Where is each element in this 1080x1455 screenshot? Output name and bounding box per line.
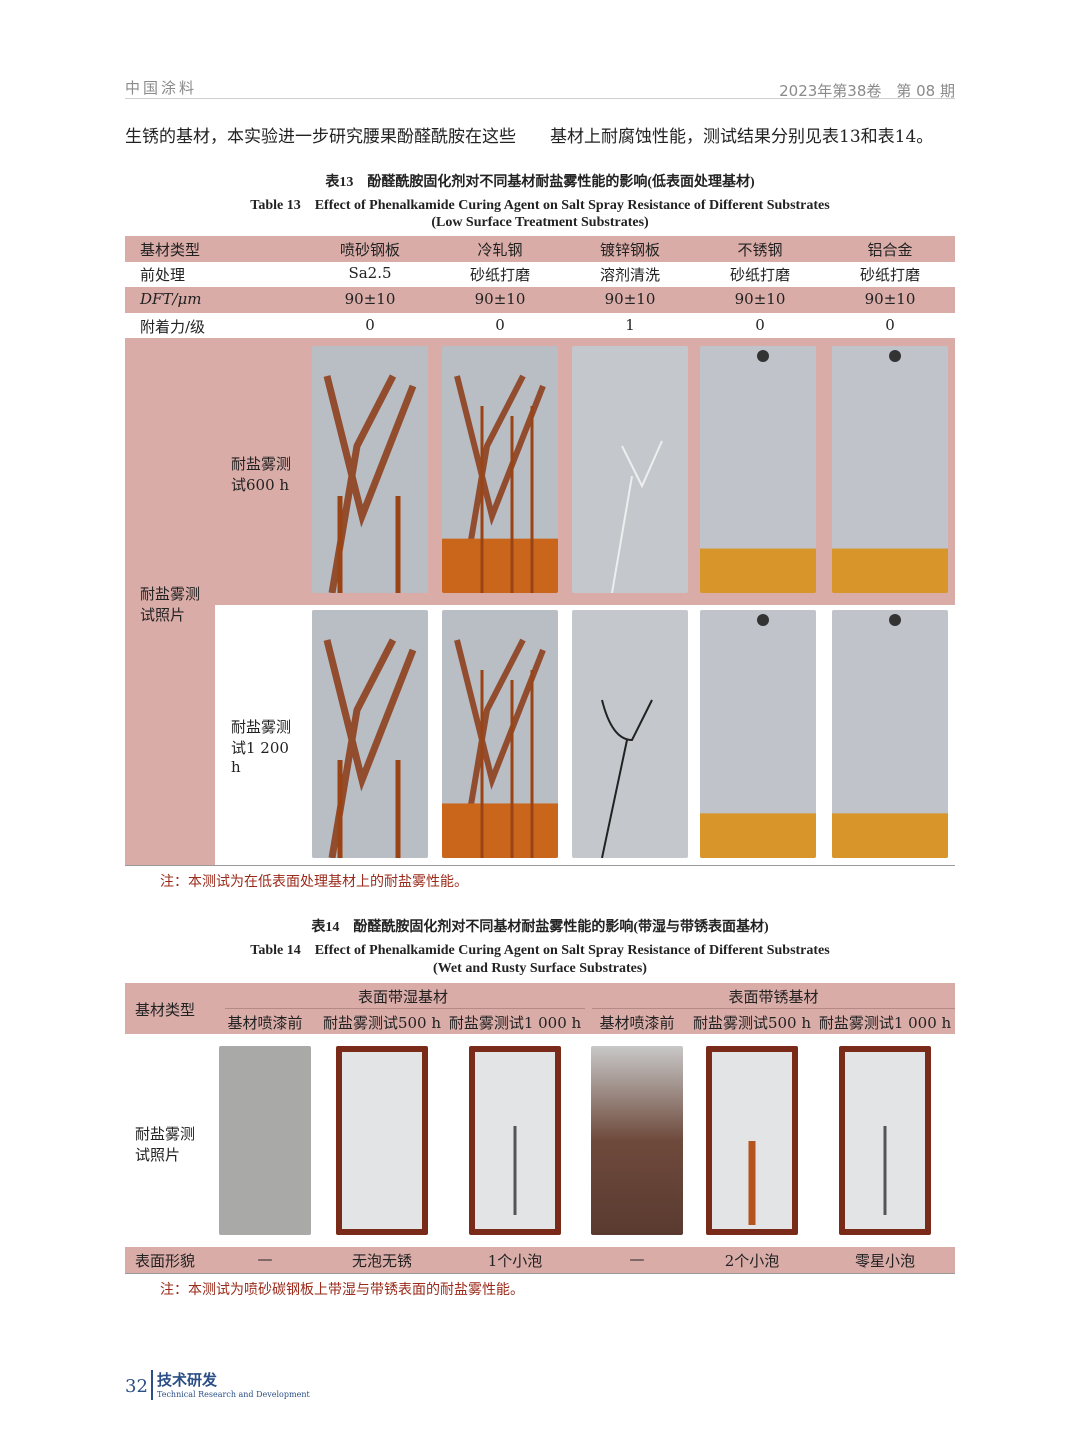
panel-marks (700, 614, 816, 858)
section-en: Technical Research and Development (157, 1390, 310, 1399)
table-cell: Sa2.5 (348, 264, 392, 282)
panel-marks (442, 638, 558, 858)
subheader: 耐盐雾测试1 000 h (448, 1014, 582, 1032)
photo-label-column (125, 605, 215, 865)
table-row (125, 287, 955, 313)
surface-value: — (629, 1250, 645, 1268)
table-cell: 镀锌钢板 (599, 241, 660, 259)
table-cell: 砂纸打磨 (469, 266, 530, 284)
table14-row-header: 基材类型 (135, 1001, 196, 1019)
table13-caption-en2: (Low Surface Treatment Substrates) (431, 215, 649, 230)
table13-bottom-rule (125, 865, 955, 866)
table14-caption-en2: (Wet and Rusty Surface Substrates) (433, 961, 647, 976)
test-panel-1200h (832, 610, 948, 858)
group-rule-wet (225, 1008, 585, 1009)
test-panel-t14 (336, 1046, 428, 1235)
subheader: 基材喷漆前 (227, 1014, 303, 1032)
subheader: 基材喷漆前 (599, 1014, 675, 1032)
test-panel-600h (572, 346, 688, 593)
photo-row-label-600h: 耐盐雾测试600 h (231, 455, 292, 494)
surface-row (125, 1247, 955, 1274)
table13-caption-en: Table 13 Effect of Phenalkamide Curing A… (250, 198, 830, 213)
test-panel-t14 (591, 1046, 683, 1235)
panel-marks (475, 1052, 555, 1229)
table-cell: 90±10 (734, 290, 786, 308)
panel-marks (712, 1052, 792, 1229)
subheader: 耐盐雾测试1 000 h (818, 1014, 952, 1032)
test-panel-1200h (700, 610, 816, 858)
panel-marks (442, 374, 558, 593)
test-panel-1200h (312, 610, 428, 858)
table-cell: 1 (625, 316, 635, 334)
subheader: 耐盐雾测试500 h (692, 1014, 812, 1032)
test-panel-600h (832, 346, 948, 593)
surface-value: 无泡无锈 (351, 1252, 412, 1270)
table-cell: 0 (755, 316, 765, 334)
body-paragraph: 生锈的基材，本实验进一步研究腰果酚醛酰胺在这些 基材上耐腐蚀性能，测试结果分别见… (125, 127, 934, 147)
panel-marks (323, 374, 417, 593)
panel-marks (700, 350, 816, 593)
table-cell: 溶剂清洗 (599, 266, 660, 284)
row-label: 基材类型 (140, 241, 201, 259)
page-number: 32 (125, 1376, 148, 1397)
table-cell: 砂纸打磨 (859, 266, 920, 284)
test-panel-t14 (839, 1046, 931, 1235)
test-panel-t14 (706, 1046, 798, 1235)
table-cell: 90±10 (474, 290, 526, 308)
test-panel-t14 (219, 1046, 311, 1235)
test-panel-1200h (442, 610, 558, 858)
table14-photo-label: 耐盐雾测试照片 (135, 1125, 196, 1164)
issue-info: 2023年第38卷 第 08 期 (779, 82, 955, 100)
section-cn: 技术研发 (157, 1371, 218, 1389)
surface-value: 1个小泡 (487, 1252, 543, 1270)
photo-label: 耐盐雾测试照片 (140, 585, 201, 624)
surface-value: 零星小泡 (854, 1252, 915, 1270)
panel-marks (611, 440, 663, 593)
table-cell: 90±10 (864, 290, 916, 308)
table13-note: 注：本测试为在低表面处理基材上的耐盐雾性能。 (160, 874, 468, 890)
table14-note: 注：本测试为喷砂碳钢板上带湿与带锈表面的耐盐雾性能。 (160, 1282, 524, 1298)
header-divider (125, 98, 955, 99)
table-cell: 砂纸打磨 (729, 266, 790, 284)
photo-row-label-1200h: 耐盐雾测试1 200 h (231, 718, 292, 776)
journal-name: 中国涂料 (125, 79, 198, 97)
table-cell: 冷轧钢 (477, 241, 523, 259)
subheader: 耐盐雾测试500 h (322, 1014, 442, 1032)
surface-value: 2个小泡 (724, 1252, 780, 1270)
test-panel-600h (700, 346, 816, 593)
table-cell: 不锈钢 (737, 241, 783, 259)
panel-marks (832, 614, 948, 858)
row-label: DFT/μm (140, 290, 202, 308)
table-cell: 0 (885, 316, 895, 334)
panel-marks (342, 1052, 422, 1229)
table14-caption-en: Table 14 Effect of Phenalkamide Curing A… (250, 943, 830, 958)
test-panel-1200h (572, 610, 688, 858)
table-cell: 90±10 (604, 290, 656, 308)
test-panel-600h (442, 346, 558, 593)
test-panel-600h (312, 346, 428, 593)
group-rusty: 表面带锈基材 (728, 988, 819, 1006)
footer-bar (151, 1370, 153, 1400)
group-wet: 表面带湿基材 (357, 988, 448, 1006)
row-label: 前处理 (140, 266, 186, 284)
surface-value: — (257, 1250, 273, 1268)
row-label: 附着力/级 (140, 318, 206, 336)
table-cell: 喷砂钢板 (339, 241, 400, 259)
table-cell: 0 (365, 316, 375, 334)
panel-marks (601, 699, 653, 858)
table-row (125, 236, 955, 262)
group-rule-rusty (592, 1008, 955, 1009)
table-cell: 90±10 (344, 290, 396, 308)
table13-caption-cn: 表13 酚醛酰胺固化剂对不同基材耐盐雾性能的影响(低表面处理基材) (325, 175, 755, 190)
test-panel-t14 (469, 1046, 561, 1235)
table14-caption-cn: 表14 酚醛酰胺固化剂对不同基材耐盐雾性能的影响(带湿与带锈表面基材) (311, 920, 769, 935)
panel-marks (845, 1052, 925, 1229)
panel-marks (832, 350, 948, 593)
panel-marks (323, 638, 417, 858)
surface-label: 表面形貌 (135, 1252, 196, 1270)
table-cell: 铝合金 (867, 241, 913, 259)
table-cell: 0 (495, 316, 505, 334)
